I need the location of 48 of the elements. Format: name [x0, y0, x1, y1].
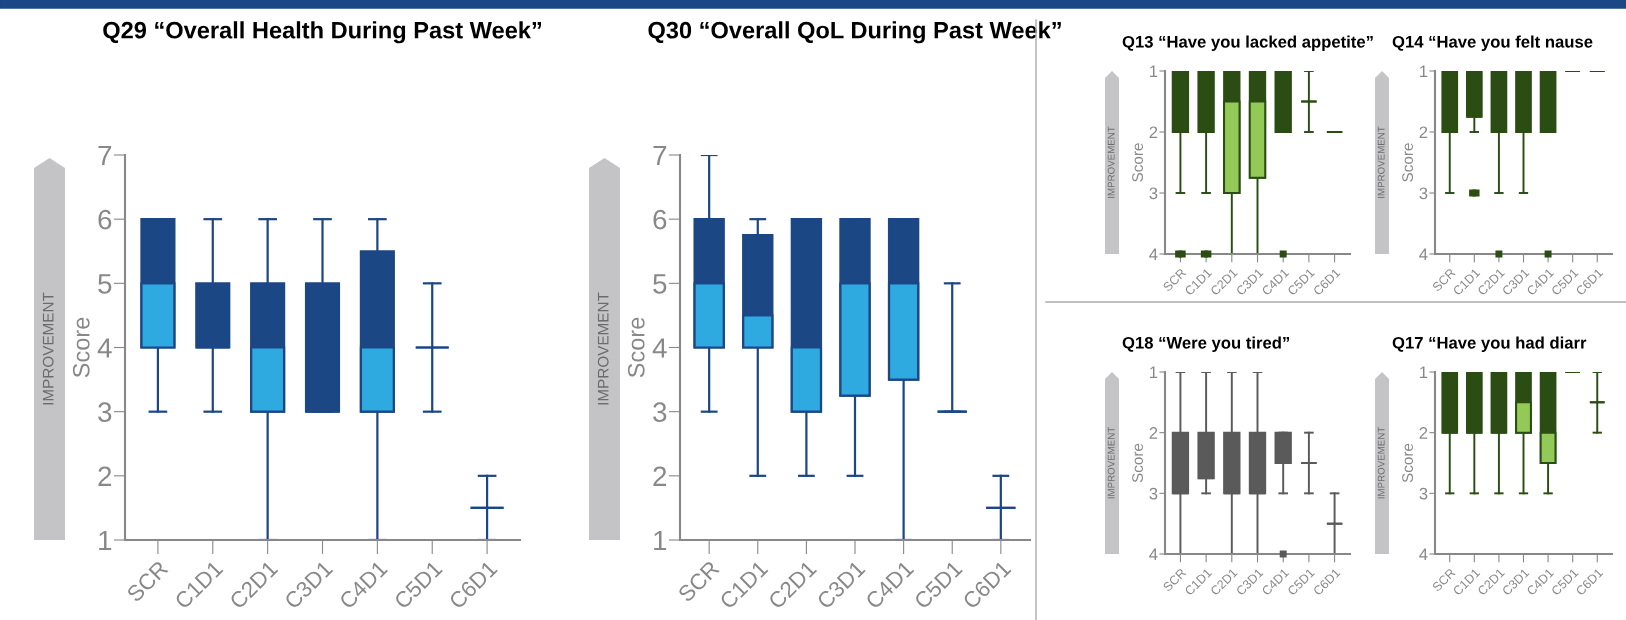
- y-axis-title: Score: [1402, 143, 1413, 182]
- y-tick-label: 3: [1419, 187, 1428, 200]
- text: IMPROVEMENT: [1377, 126, 1385, 198]
- y-tick-label: 3: [1149, 187, 1158, 200]
- y-tick-label: 3: [653, 402, 667, 423]
- y-tick-label: 4: [1149, 548, 1158, 561]
- y-tick-label: 4: [1419, 248, 1428, 261]
- y-tick-label: 4: [1149, 248, 1158, 261]
- y-tick-label: 2: [1419, 126, 1428, 139]
- y-tick-label: 1: [1420, 65, 1428, 78]
- y-tick-label: 6: [98, 209, 112, 230]
- chart-title: Q29 “Overall Health During Past Week”: [103, 21, 541, 44]
- chart-title: Q14 “Have you felt nause: [1392, 35, 1593, 51]
- text: IMPROVEMENT: [1107, 427, 1115, 499]
- chart-title: Q30 “Overall QoL During Past Week”: [648, 21, 1061, 44]
- y-tick-label: 1: [1150, 366, 1158, 379]
- y-tick-label: 2: [1149, 126, 1158, 139]
- y-tick-label: 2: [1149, 427, 1158, 439]
- y-tick-label: 7: [653, 145, 667, 166]
- y-tick-label: 1: [654, 530, 667, 551]
- y-axis-title: Score: [627, 317, 645, 378]
- y-tick-label: 1: [1420, 366, 1428, 379]
- text: IMPROVEMENT: [1107, 126, 1115, 198]
- y-tick-label: 2: [1419, 427, 1428, 439]
- text: IMPROVEMENT: [597, 292, 609, 405]
- y-tick-label: 5: [653, 274, 667, 294]
- y-tick-label: 1: [1150, 65, 1158, 78]
- chart-title: Q17 “Have you had diarr: [1392, 336, 1587, 352]
- y-tick-label: 4: [1419, 548, 1428, 561]
- y-tick-label: 2: [653, 466, 667, 486]
- text: IMPROVEMENT: [1377, 427, 1385, 499]
- y-tick-label: 3: [1419, 487, 1428, 500]
- y-tick-label: 1: [99, 530, 112, 551]
- y-axis-title: Score: [72, 317, 90, 378]
- y-tick-label: 7: [98, 145, 112, 166]
- text: IMPROVEMENT: [42, 292, 54, 405]
- y-tick-label: 3: [1149, 487, 1158, 500]
- y-tick-label: 4: [652, 338, 667, 358]
- chart-title: Q13 “Have you lacked appetite”: [1122, 35, 1373, 51]
- y-tick-label: 4: [97, 338, 112, 358]
- y-axis-title: Score: [1132, 443, 1143, 483]
- chart-title: Q18 “Were you tired”: [1122, 336, 1290, 352]
- y-tick-label: 3: [98, 402, 112, 423]
- y-axis-title: Score: [1402, 443, 1413, 483]
- y-tick-label: 5: [98, 274, 112, 294]
- y-tick-label: 6: [653, 209, 667, 230]
- y-axis-title: Score: [1132, 143, 1143, 182]
- y-tick-label: 2: [98, 466, 112, 486]
